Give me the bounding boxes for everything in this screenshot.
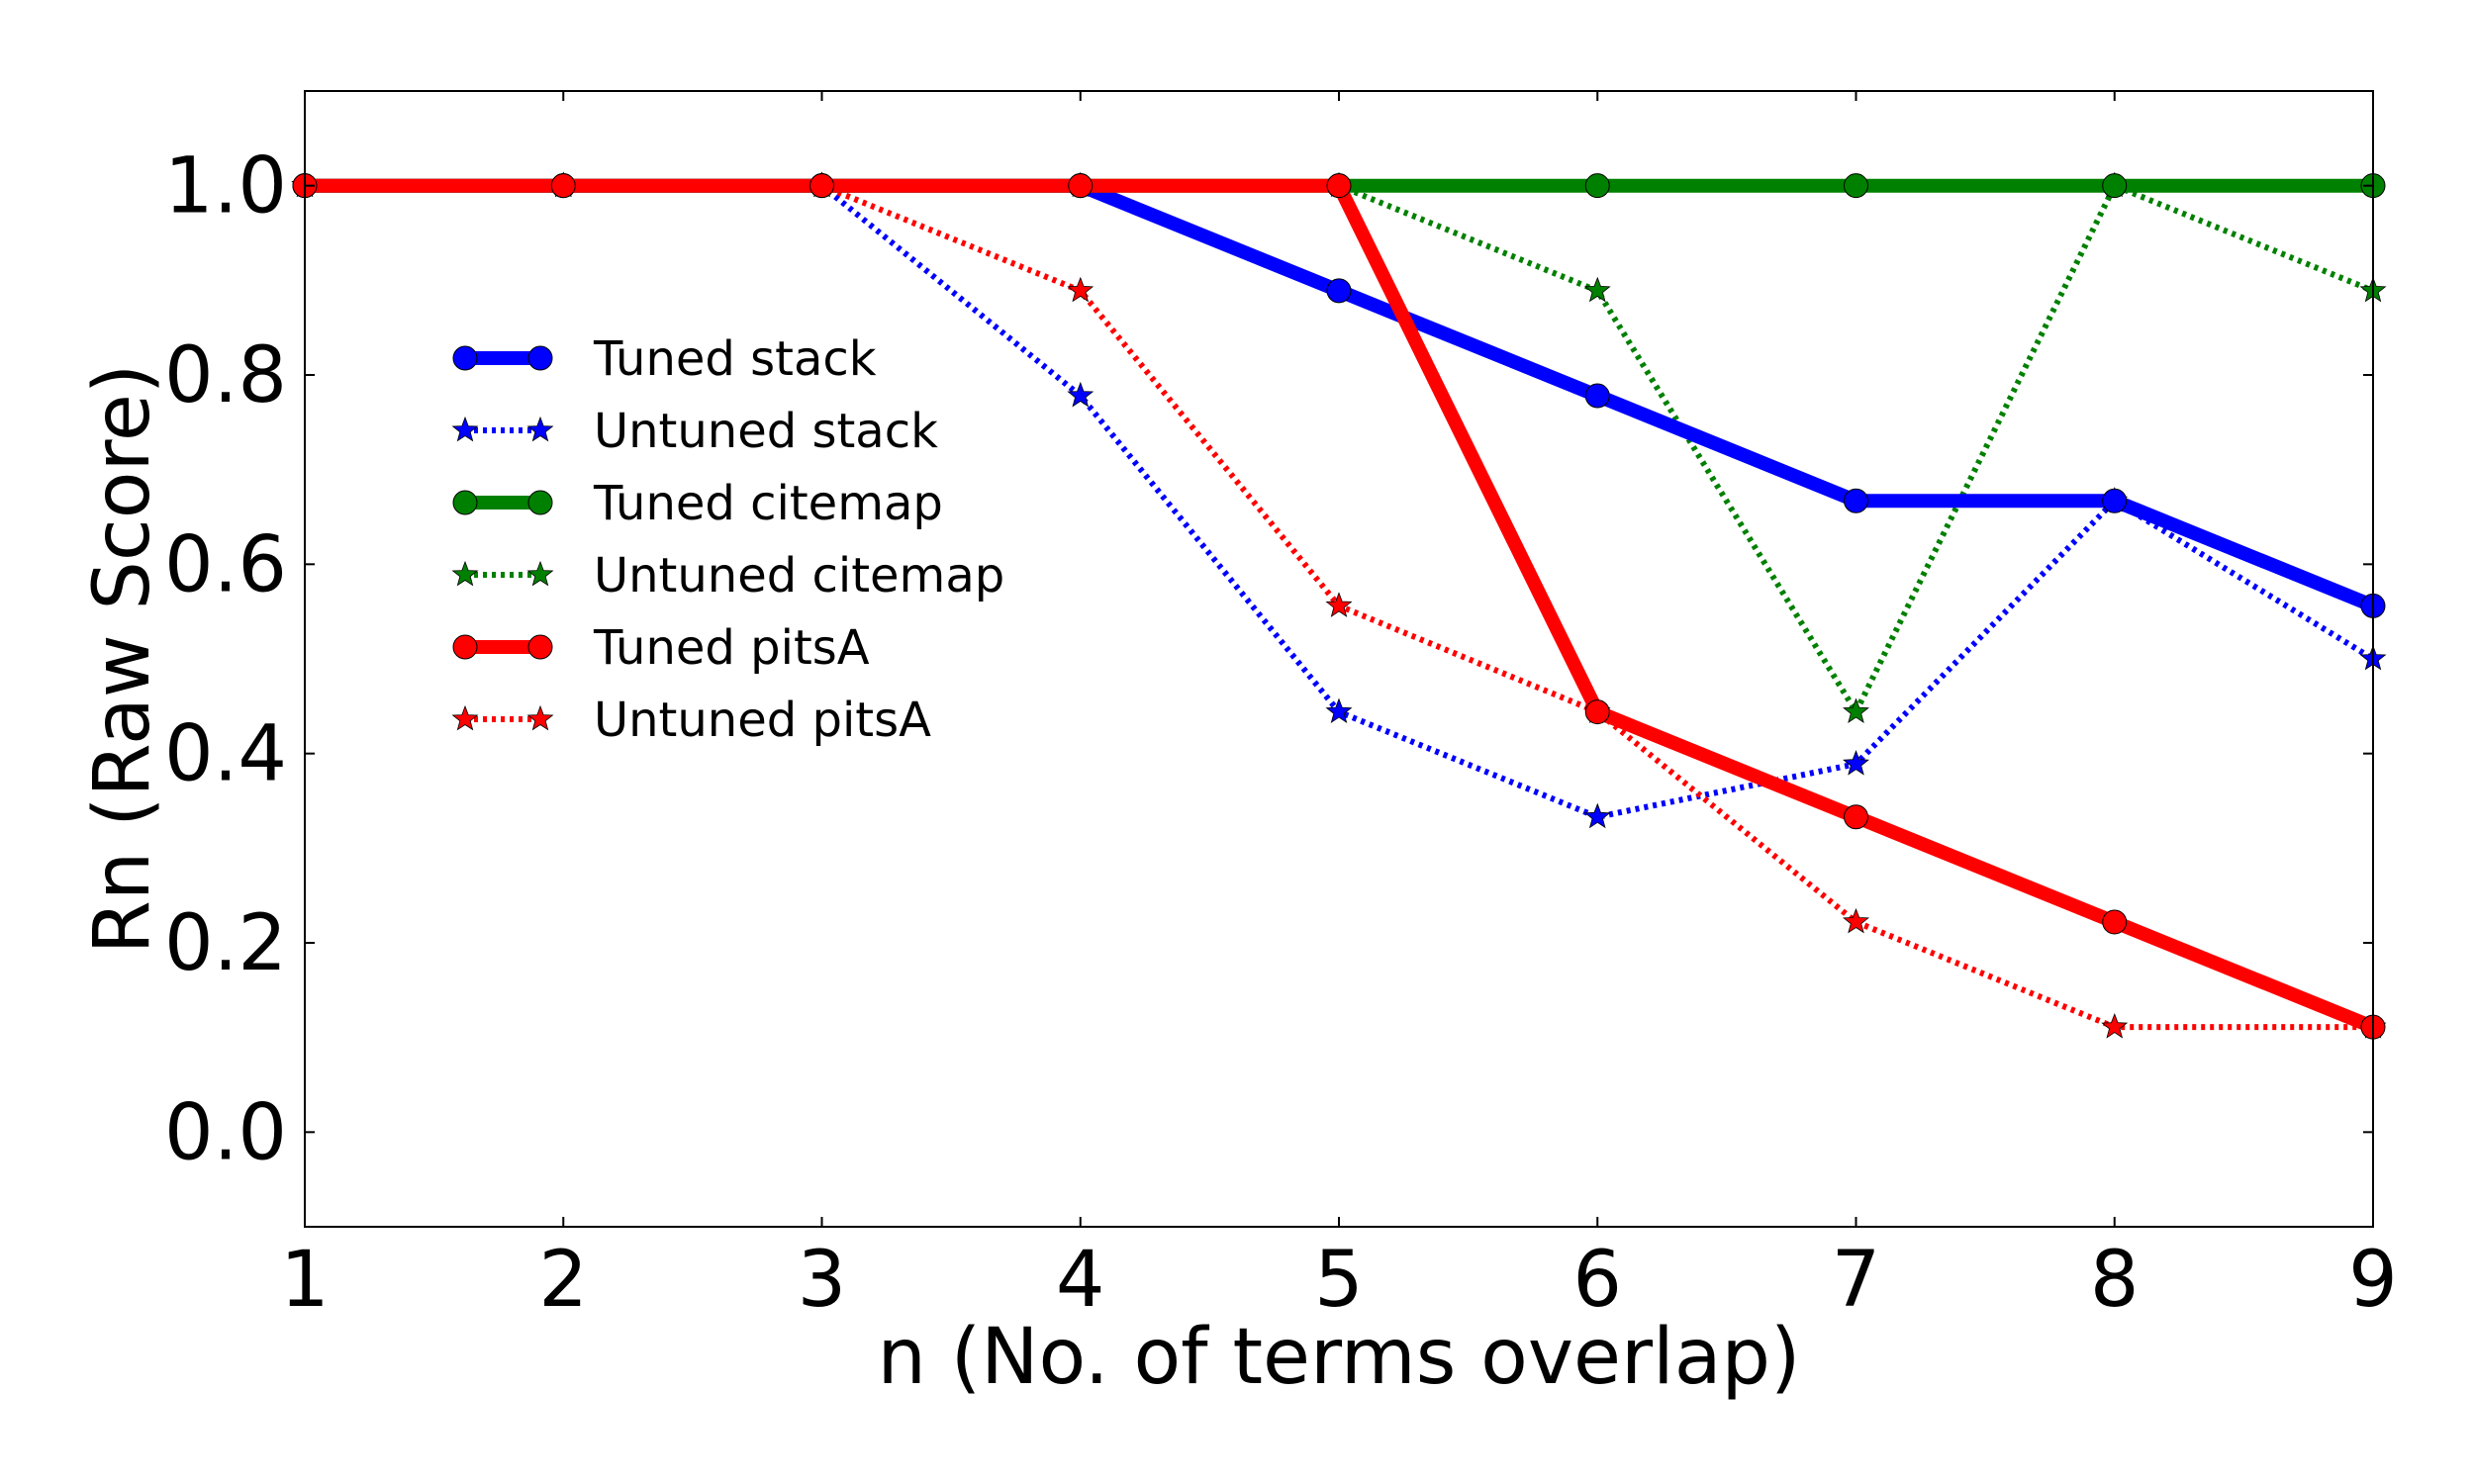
data-point (809, 173, 834, 199)
legend: Tuned stack Untuned stack Tuned citemap Unt… (451, 331, 1004, 748)
legend-marker (526, 560, 554, 587)
legend-label: Tuned stack (593, 331, 877, 387)
data-point (1843, 907, 1869, 934)
data-point (1325, 592, 1353, 617)
x-tick-label: 5 (1314, 1236, 1364, 1325)
legend-label: Tuned pitsA (593, 620, 870, 676)
data-point (2102, 909, 2128, 935)
data-point (1326, 173, 1352, 199)
legend-item-tuned-stack: Tuned stack (452, 331, 877, 387)
y-tick-label: 0.8 (164, 331, 287, 420)
legend-marker (526, 704, 554, 731)
data-point (1067, 276, 1094, 303)
x-axis-title: n (No. of terms overlap) (878, 1313, 1801, 1402)
data-point (1583, 802, 1611, 829)
data-point (1584, 383, 1610, 409)
data-point (1326, 278, 1352, 304)
data-point (1584, 699, 1610, 725)
y-tick-label: 0.4 (164, 710, 287, 799)
legend-item-untuned-stack: Untuned stack (451, 404, 938, 459)
legend-item-untuned-citemap: Untuned citemap (451, 548, 1004, 603)
data-point (1583, 276, 1611, 303)
legend-label: Tuned citemap (593, 476, 943, 531)
x-tick-label: 7 (1832, 1236, 1881, 1325)
x-tick-label: 6 (1572, 1236, 1622, 1325)
series-layer (291, 171, 2387, 1040)
data-point (1843, 750, 1869, 776)
series-tuned-pitsa (292, 173, 2386, 1040)
legend-marker (452, 345, 478, 371)
ticks-layer: 1 2 3 4 5 6 7 8 9 0.0 0.2 0.4 0.6 0.8 1.0 (164, 91, 2398, 1325)
legend-label: Untuned pitsA (594, 693, 931, 748)
y-tick-label: 0.0 (164, 1088, 287, 1177)
data-point (550, 173, 576, 199)
x-tick-label: 9 (2348, 1236, 2398, 1325)
legend-marker (526, 416, 554, 442)
data-point (1325, 697, 1353, 724)
data-point (1844, 173, 1868, 199)
data-point (1843, 697, 1869, 724)
x-tick-label: 1 (280, 1236, 330, 1325)
data-point (2102, 488, 2128, 513)
data-point (1584, 173, 1610, 199)
x-tick-label: 4 (1056, 1236, 1105, 1325)
y-tick-label: 0.6 (164, 520, 287, 609)
data-point (2102, 173, 2128, 199)
y-tick-label: 1.0 (164, 142, 287, 232)
y-axis-title: Rn (Raw Score) (78, 364, 167, 955)
legend-label: Untuned citemap (594, 548, 1004, 603)
legend-item-tuned-citemap: Tuned citemap (452, 476, 943, 531)
legend-marker (451, 704, 479, 731)
data-point (1067, 381, 1094, 408)
data-point (1844, 488, 1868, 513)
data-point (1844, 804, 1868, 830)
y-tick-label: 0.2 (164, 899, 287, 988)
x-tick-label: 3 (798, 1236, 847, 1325)
legend-marker (527, 634, 553, 660)
legend-item-tuned-pitsa: Tuned pitsA (452, 620, 870, 676)
data-point (1068, 173, 1094, 199)
legend-marker (451, 416, 479, 442)
legend-marker (452, 634, 478, 660)
legend-marker (451, 560, 479, 587)
legend-marker (452, 490, 478, 515)
legend-marker (527, 490, 553, 515)
x-tick-label: 8 (2090, 1236, 2140, 1325)
data-point (2101, 1012, 2129, 1039)
legend-marker (527, 345, 553, 371)
legend-item-untuned-pitsa: Untuned pitsA (451, 693, 931, 748)
legend-label: Untuned stack (594, 404, 938, 459)
x-tick-label: 2 (538, 1236, 588, 1325)
